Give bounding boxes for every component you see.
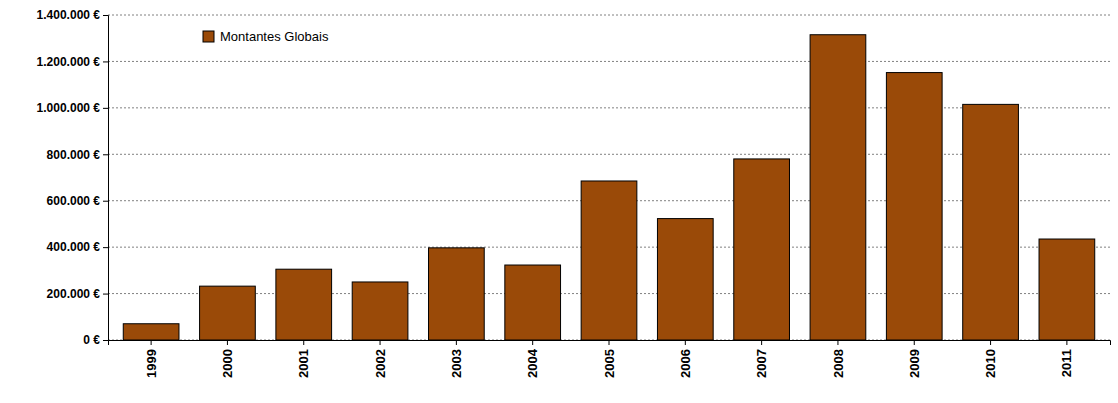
x-tick: 2005 — [602, 340, 617, 378]
y-tick: 400.000 € — [47, 240, 108, 254]
y-tick-mark — [103, 247, 108, 248]
y-tick: 1.000.000 € — [37, 101, 108, 115]
x-axis-line — [109, 341, 1111, 346]
plot: 0 € 200.000 € 400.000 € 600.000 € 800.000 € 1… — [37, 8, 1111, 378]
x-tick-label: 2004 — [525, 348, 540, 378]
y-tick-mark — [103, 15, 108, 16]
y-tick: 1.200.000 € — [37, 55, 108, 69]
grid-line — [108, 15, 1110, 16]
x-tick-mark — [227, 340, 228, 345]
x-tick: 2008 — [830, 340, 845, 378]
x-tick-mark — [303, 340, 304, 345]
bar — [352, 282, 408, 340]
x-tick-mark — [837, 340, 838, 345]
x-tick-label: 2009 — [907, 349, 922, 378]
x-tick-mark — [380, 340, 381, 345]
x-tick-mark — [914, 340, 915, 345]
legend-swatch — [203, 31, 214, 42]
grid — [108, 15, 1110, 340]
x-tick-label: 2007 — [754, 349, 769, 378]
x-tick-label: 1999 — [144, 349, 159, 378]
bar — [657, 219, 713, 340]
bar — [581, 181, 637, 340]
x-tick: 2007 — [754, 340, 769, 378]
y-tick-label: 1.000.000 € — [37, 101, 101, 115]
bar — [505, 265, 561, 340]
bar — [429, 248, 485, 340]
bar — [200, 286, 256, 340]
y-tick-mark — [103, 340, 108, 341]
bar — [810, 35, 866, 340]
y-tick-label: 800.000 € — [47, 148, 101, 162]
bar — [734, 159, 790, 340]
x-tick: 2004 — [525, 340, 540, 378]
y-tick-label: 400.000 € — [47, 240, 101, 254]
x-tick: 2010 — [983, 340, 998, 378]
y-tick-mark — [103, 201, 108, 202]
x-tick-mark — [151, 340, 152, 345]
x-tick-mark — [990, 340, 991, 345]
y-tick: 1.400.000 € — [37, 8, 108, 22]
x-tick-mark — [456, 340, 457, 345]
x-tick: 2006 — [678, 340, 693, 378]
x-tick: 2002 — [373, 340, 388, 378]
y-tick-label: 1.200.000 € — [37, 55, 101, 69]
x-tick-label: 2002 — [373, 349, 388, 378]
x-tick-mark — [761, 340, 762, 345]
x-tick-label: 2011 — [1059, 349, 1074, 377]
bar — [276, 269, 332, 340]
x-tick: 2011 — [1059, 340, 1074, 377]
y-tick-mark — [103, 108, 108, 109]
x-tick-mark — [1066, 340, 1067, 345]
y-tick-mark — [103, 294, 108, 295]
x-tick-label: 2008 — [830, 349, 845, 378]
x-tick-label: 2005 — [602, 349, 617, 378]
grid-line — [108, 61, 1110, 62]
x-tick-label: 2006 — [678, 349, 693, 378]
y-tick-label: 1.400.000 € — [37, 8, 101, 22]
x-axis: 1999 2000 2001 2002 2003 2004 2005 2006 2007 2008… — [109, 340, 1111, 378]
y-axis: 0 € 200.000 € 400.000 € 600.000 € 800.000 € 1… — [37, 8, 109, 347]
x-tick: 2009 — [907, 340, 922, 378]
x-tick-mark — [685, 340, 686, 345]
y-tick: 600.000 € — [47, 194, 108, 208]
y-tick: 800.000 € — [47, 148, 108, 162]
bar — [886, 73, 942, 340]
x-tick-mark — [609, 340, 610, 345]
y-tick-label: 0 € — [83, 333, 100, 347]
y-tick-mark — [103, 61, 108, 62]
x-tick-label: 2010 — [983, 349, 998, 378]
grid-line — [108, 154, 1110, 155]
x-tick: 2003 — [449, 340, 464, 378]
legend: Montantes Globais — [203, 29, 329, 44]
bar — [123, 324, 179, 340]
y-axis-line — [103, 16, 109, 341]
x-tick-label: 2001 — [296, 349, 311, 378]
bar — [1039, 239, 1095, 340]
y-tick: 200.000 € — [47, 287, 108, 301]
y-tick-mark — [103, 154, 108, 155]
chart: 0 € 200.000 € 400.000 € 600.000 € 800.000 € 1… — [0, 0, 1118, 403]
x-tick: 1999 — [144, 340, 159, 378]
x-tick-label: 2000 — [220, 349, 235, 378]
bars — [123, 35, 1094, 340]
x-tick-mark — [532, 340, 533, 345]
y-tick: 0 € — [83, 333, 108, 347]
bar — [963, 104, 1019, 340]
grid-line — [108, 107, 1110, 108]
x-tick: 2001 — [296, 340, 311, 378]
legend-item: Montantes Globais — [203, 29, 329, 44]
y-tick-label: 200.000 € — [47, 287, 101, 301]
legend-label: Montantes Globais — [220, 29, 329, 44]
x-tick: 2000 — [220, 340, 235, 378]
x-tick-label: 2003 — [449, 349, 464, 378]
y-tick-label: 600.000 € — [47, 194, 101, 208]
